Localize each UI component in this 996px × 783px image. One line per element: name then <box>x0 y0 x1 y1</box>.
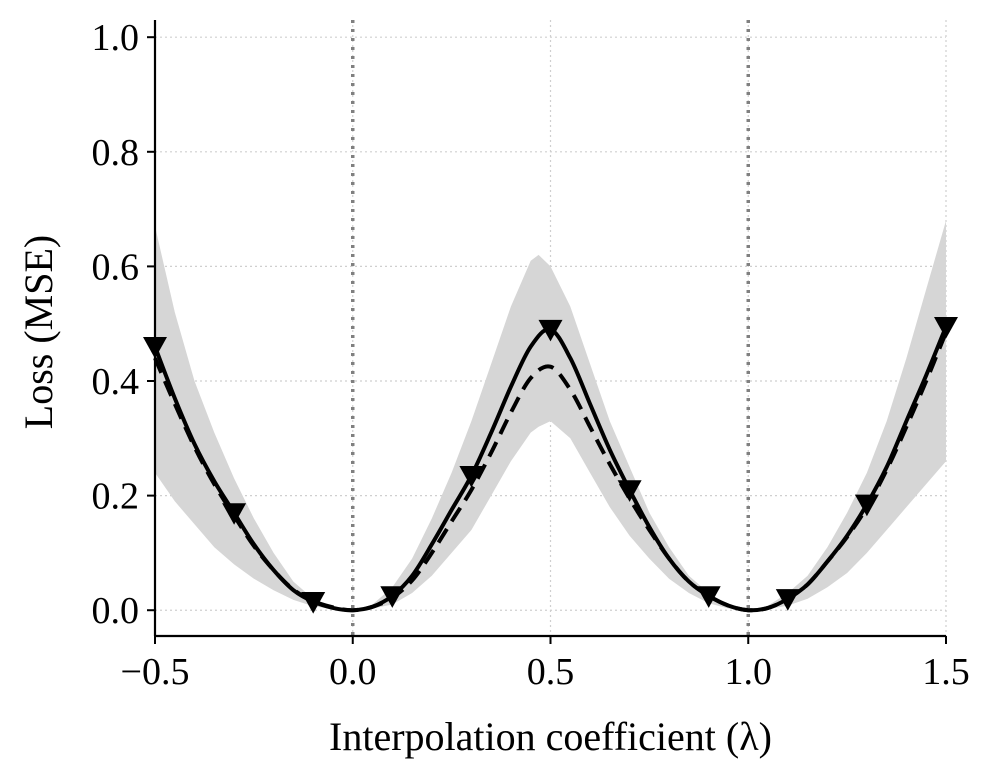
series-markers <box>143 316 958 614</box>
x-tick-label-4: 1.5 <box>922 651 970 693</box>
y-tick-label-4: 0.8 <box>92 132 140 174</box>
marker-point-9 <box>854 494 879 517</box>
reference-lines <box>351 20 750 636</box>
dashed-series-line <box>153 331 948 613</box>
marker-point-5 <box>538 319 563 342</box>
y-tick-label-0: 0.0 <box>92 590 140 632</box>
x-tick-label-3: 1.0 <box>725 651 773 693</box>
marker-point-6 <box>617 480 642 502</box>
y-tick-label-5: 1.0 <box>92 17 140 59</box>
x-tick-label-1: 0.0 <box>329 651 377 693</box>
y-tick-label-2: 0.4 <box>92 361 140 403</box>
marker-point-2 <box>301 592 326 614</box>
marker-point-1 <box>222 503 247 525</box>
x-tick-label-2: 0.5 <box>527 651 575 693</box>
marker-point-8 <box>775 589 800 611</box>
ticks: 0.0 0.2 0.4 0.6 0.8 1.0 −0.5 0.0 0.5 1.0 1.5 <box>92 17 970 693</box>
marker-point-10 <box>934 316 958 339</box>
confidence-band <box>155 220 946 611</box>
marker-point-4 <box>459 465 484 488</box>
y-axis-label: Loss (MSE) <box>16 235 61 429</box>
min-max-band <box>155 220 946 611</box>
y-tick-label-3: 0.6 <box>92 246 140 288</box>
marker-point-3 <box>380 586 405 608</box>
x-tick-label-0: −0.5 <box>121 651 190 693</box>
x-axis-label: Interpolation coefficient (λ) <box>329 714 772 759</box>
y-tick-label-1: 0.2 <box>92 476 140 518</box>
marker-point-7 <box>696 586 721 608</box>
